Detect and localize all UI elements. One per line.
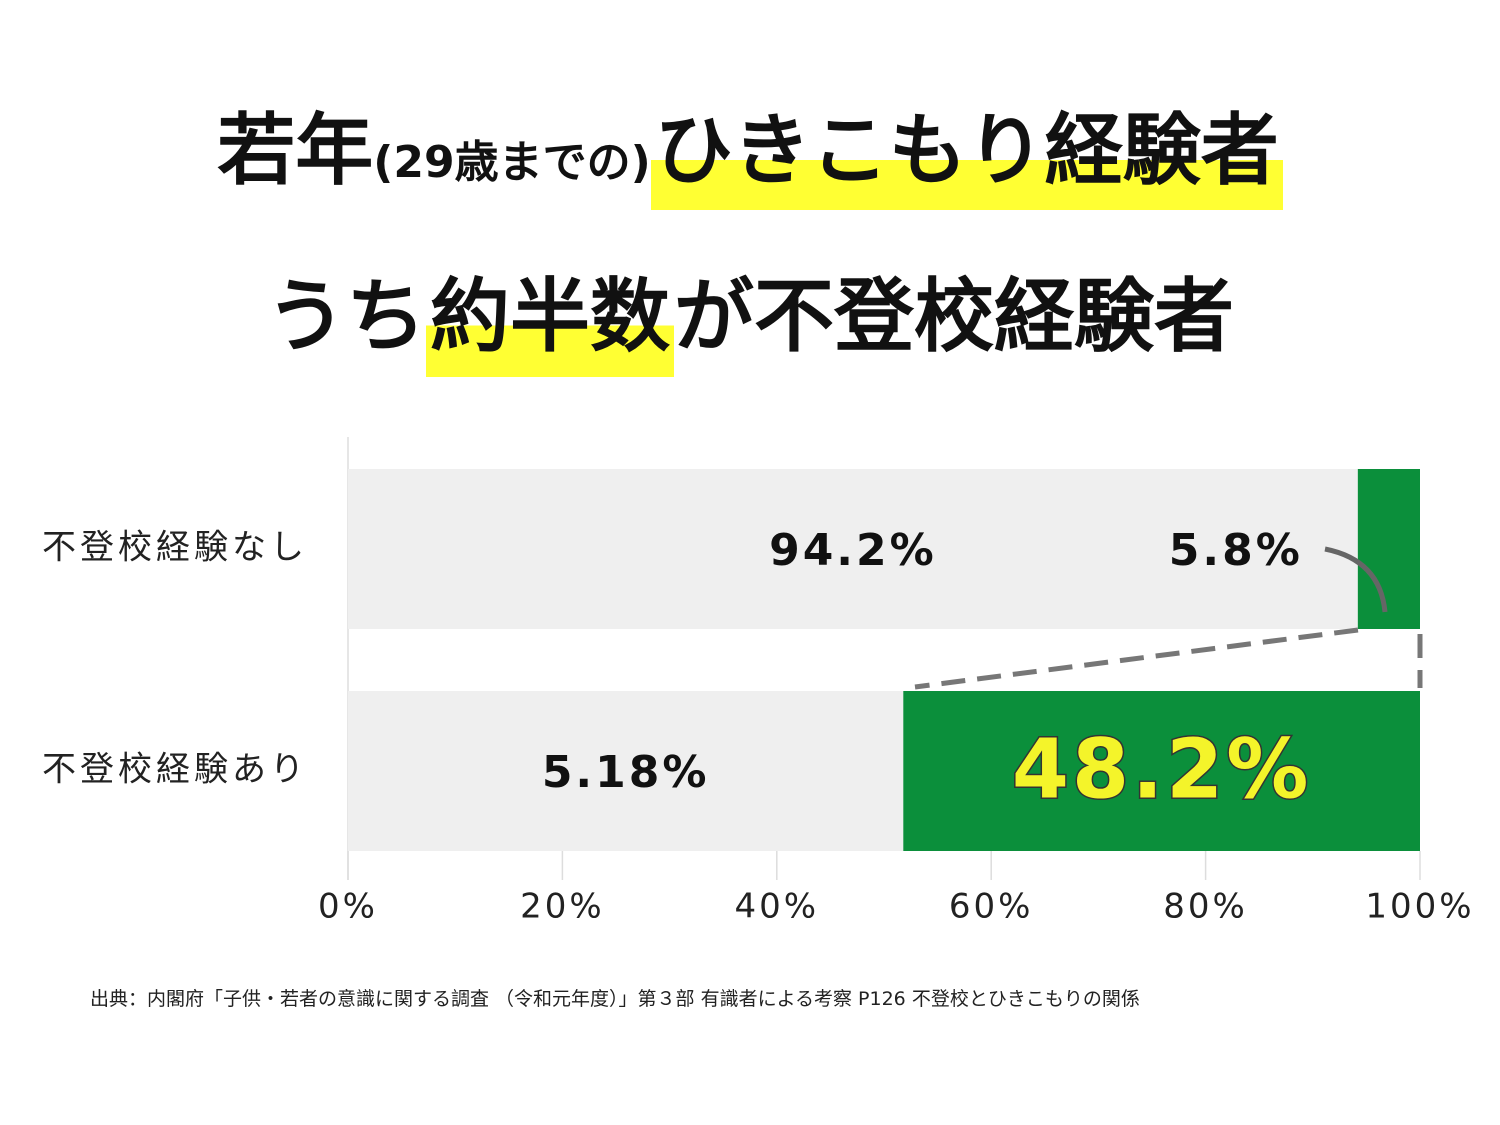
value-label: 48.2% xyxy=(1012,722,1311,817)
x-tick-label: 100% xyxy=(1365,887,1474,927)
pointer xyxy=(1324,546,1388,613)
x-tick-label: 0% xyxy=(318,887,378,927)
x-tick-label: 80% xyxy=(1163,887,1248,927)
title-highlight: ひきこもり経験者 xyxy=(650,106,1283,210)
bar-segment xyxy=(1357,469,1420,629)
title-part: (29歳までの) xyxy=(373,137,651,188)
source: 出典：内閣府「子供・若者の意識に関する調査 （令和元年度）」第３部 有識者による… xyxy=(90,988,1140,1010)
bar-segment xyxy=(348,469,1358,629)
value-label: 5.8% xyxy=(1169,525,1303,576)
x-tick-label: 20% xyxy=(520,887,605,927)
title-highlight: 約半数 xyxy=(426,270,674,377)
title-part: うち xyxy=(266,270,426,363)
value-label: 94.2% xyxy=(769,525,937,576)
title-line: 若年(29歳までの)ひきこもり経験者 xyxy=(0,88,1500,210)
bars xyxy=(348,469,1420,851)
title-part: が不登校経験者 xyxy=(674,270,1234,363)
y-tick-label: 不登校経験なし xyxy=(42,528,308,568)
x-tick-label: 60% xyxy=(949,887,1034,927)
x-tick-label: 40% xyxy=(735,887,820,927)
y-tick-label: 不登校経験あり xyxy=(42,750,308,790)
bar-segment xyxy=(903,691,1420,851)
value-label: 5.18% xyxy=(542,747,710,798)
title-part: 若年 xyxy=(217,106,374,196)
connector xyxy=(914,627,1423,690)
bar-segment xyxy=(348,691,904,851)
title-line: うち約半数が不登校経験者 xyxy=(0,252,1500,377)
